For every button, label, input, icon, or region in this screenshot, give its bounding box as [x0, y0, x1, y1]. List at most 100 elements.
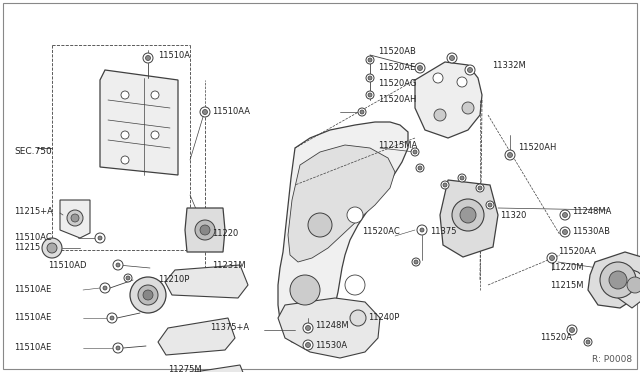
Circle shape	[124, 274, 132, 282]
Text: 11231M: 11231M	[212, 260, 246, 269]
Circle shape	[420, 228, 424, 232]
Circle shape	[202, 109, 207, 115]
Polygon shape	[278, 122, 408, 345]
Circle shape	[116, 346, 120, 350]
Circle shape	[458, 174, 466, 182]
Circle shape	[42, 238, 62, 258]
Circle shape	[366, 74, 374, 82]
Circle shape	[67, 210, 83, 226]
Circle shape	[609, 271, 627, 289]
Circle shape	[443, 183, 447, 187]
Circle shape	[447, 53, 457, 63]
Circle shape	[113, 343, 123, 353]
Text: 11275M: 11275M	[168, 366, 202, 372]
Circle shape	[103, 286, 107, 290]
Circle shape	[415, 63, 425, 73]
Circle shape	[200, 107, 210, 117]
Polygon shape	[615, 265, 640, 308]
Circle shape	[505, 150, 515, 160]
Circle shape	[110, 316, 114, 320]
Polygon shape	[440, 180, 498, 257]
Circle shape	[418, 166, 422, 170]
Circle shape	[434, 109, 446, 121]
Text: 11215MA: 11215MA	[378, 141, 417, 150]
Circle shape	[195, 220, 215, 240]
Text: R: P0008: R: P0008	[592, 355, 632, 364]
Circle shape	[584, 338, 592, 346]
Text: 11520AC: 11520AC	[362, 228, 400, 237]
Text: 11510A: 11510A	[158, 51, 190, 60]
Text: 11215: 11215	[14, 244, 40, 253]
Polygon shape	[288, 145, 395, 262]
Circle shape	[560, 227, 570, 237]
Circle shape	[113, 260, 123, 270]
Text: 11510AE: 11510AE	[14, 314, 51, 323]
Circle shape	[366, 56, 374, 64]
Polygon shape	[278, 298, 380, 358]
Text: 11520AG: 11520AG	[378, 80, 417, 89]
Circle shape	[345, 275, 365, 295]
Circle shape	[412, 258, 420, 266]
Text: 11375+A: 11375+A	[210, 324, 249, 333]
Circle shape	[560, 210, 570, 220]
Text: 11520AH: 11520AH	[518, 144, 556, 153]
Circle shape	[71, 214, 79, 222]
Polygon shape	[158, 318, 235, 355]
Polygon shape	[165, 365, 248, 372]
Polygon shape	[100, 70, 178, 175]
Circle shape	[417, 65, 422, 71]
Circle shape	[567, 325, 577, 335]
Polygon shape	[60, 200, 90, 238]
Circle shape	[151, 91, 159, 99]
Text: 11248MA: 11248MA	[572, 208, 611, 217]
Text: 11215M: 11215M	[550, 280, 584, 289]
Text: 11220: 11220	[212, 228, 238, 237]
Text: 11510AE: 11510AE	[14, 343, 51, 353]
Circle shape	[126, 276, 130, 280]
Circle shape	[457, 77, 467, 87]
Circle shape	[107, 313, 117, 323]
Circle shape	[308, 213, 332, 237]
Circle shape	[290, 275, 320, 305]
Circle shape	[417, 225, 427, 235]
Text: 11248M: 11248M	[315, 321, 349, 330]
Circle shape	[467, 67, 472, 73]
Circle shape	[441, 181, 449, 189]
Circle shape	[151, 131, 159, 139]
Polygon shape	[185, 208, 225, 252]
Circle shape	[47, 243, 57, 253]
Polygon shape	[415, 62, 482, 138]
Text: SEC.750: SEC.750	[14, 148, 52, 157]
Circle shape	[627, 277, 640, 293]
Circle shape	[460, 176, 464, 180]
Text: 11520AH: 11520AH	[378, 96, 417, 105]
Circle shape	[358, 108, 366, 116]
Circle shape	[413, 150, 417, 154]
Circle shape	[452, 199, 484, 231]
Circle shape	[303, 340, 313, 350]
Text: 11510AD: 11510AD	[48, 260, 86, 269]
Circle shape	[130, 277, 166, 313]
Circle shape	[478, 186, 482, 190]
Circle shape	[121, 156, 129, 164]
Polygon shape	[165, 265, 248, 298]
Text: 11375: 11375	[430, 228, 456, 237]
Circle shape	[368, 76, 372, 80]
Text: 11520AA: 11520AA	[558, 247, 596, 257]
Circle shape	[305, 326, 310, 330]
Circle shape	[486, 201, 494, 209]
Circle shape	[347, 207, 363, 223]
Circle shape	[460, 207, 476, 223]
Text: 11530A: 11530A	[315, 340, 347, 350]
Circle shape	[98, 236, 102, 240]
Text: 11510AA: 11510AA	[212, 108, 250, 116]
Circle shape	[433, 73, 443, 83]
Circle shape	[476, 184, 484, 192]
Circle shape	[563, 230, 568, 234]
Circle shape	[600, 262, 636, 298]
Circle shape	[411, 148, 419, 156]
Circle shape	[416, 164, 424, 172]
Circle shape	[368, 93, 372, 97]
Circle shape	[508, 153, 513, 157]
Circle shape	[305, 343, 310, 347]
